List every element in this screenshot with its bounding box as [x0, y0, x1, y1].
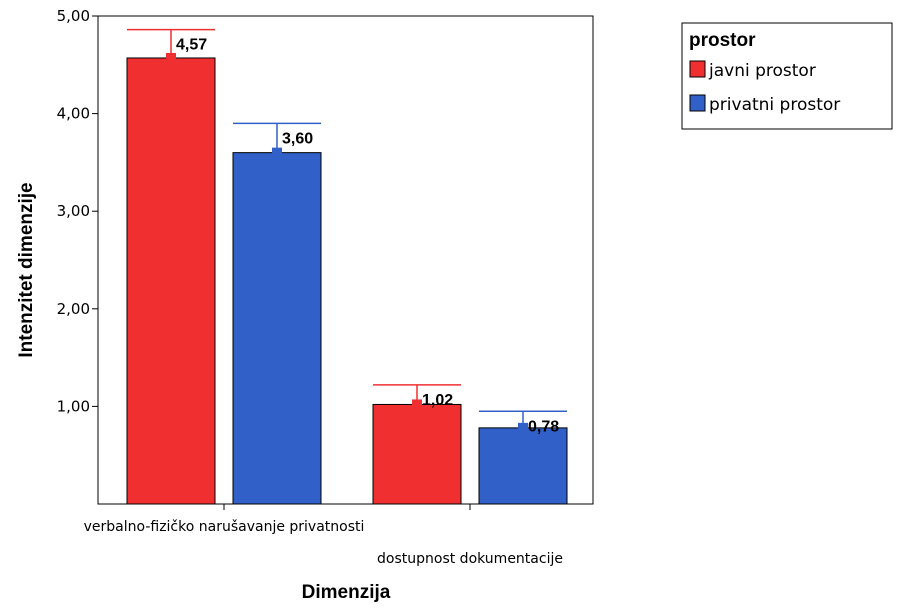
bar-privatni-prostor: [478, 427, 568, 505]
legend-box: [681, 22, 893, 130]
bar-javni-prostor: [126, 57, 216, 505]
data-label: 3,60: [282, 130, 313, 147]
data-labels: 4,57 1,02 3,60 0,78: [176, 37, 559, 436]
x-category-label: dostupnost dokumentacije: [377, 551, 563, 567]
legend-swatch-privatni-prostor: [689, 94, 706, 112]
x-axis-title: Dimenzija: [302, 582, 391, 603]
error-bars: [127, 28, 567, 429]
x-axis: verbalno-fizičko narušavanje privatnosti…: [84, 504, 563, 567]
y-tick-label: 3,00: [57, 202, 90, 220]
mean-marker: [272, 147, 282, 154]
y-tick-label: 1,00: [57, 397, 90, 415]
data-label: 1,02: [422, 392, 453, 409]
bar-javni-prostor: [372, 403, 462, 505]
legend-label-javni-prostor: javni prostor: [708, 61, 816, 81]
bars: [126, 57, 568, 505]
mean-marker: [412, 399, 422, 406]
legend: prostor javni prostor privatni prostor: [681, 22, 893, 130]
y-axis-title: Intenzitet dimenzije: [16, 182, 37, 357]
legend-swatch-javni-prostor: [689, 60, 706, 78]
legend-label-privatni-prostor: privatni prostor: [709, 95, 840, 115]
legend-title: prostor: [689, 30, 756, 51]
y-axis: 1,00 2,00 3,00 4,00 5,00: [57, 7, 98, 415]
bar-privatni-prostor: [232, 152, 322, 505]
mean-marker: [166, 52, 176, 59]
y-tick-label: 4,00: [57, 105, 90, 123]
x-category-label: verbalno-fizičko narušavanje privatnosti: [84, 519, 365, 535]
y-tick-label: 2,00: [57, 300, 90, 318]
y-tick-label: 5,00: [57, 7, 90, 25]
mean-marker: [518, 422, 528, 429]
data-label: 0,78: [528, 418, 559, 435]
data-label: 4,57: [176, 37, 207, 54]
